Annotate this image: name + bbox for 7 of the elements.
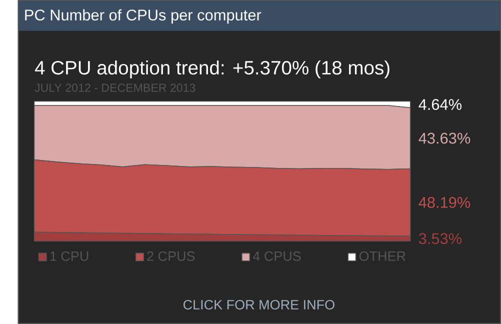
data-label: 3.53% [418, 233, 462, 244]
chart-subtitle: 4 CPU adoption trend: +5.370% (18 mos) [34, 60, 390, 78]
data-label: 4.64% [418, 99, 462, 110]
data-label: 48.19% [418, 196, 470, 208]
data-label: 43.63% [418, 132, 470, 144]
text: CLICK FOR MORE INFO [184, 300, 334, 310]
chart-title: PC Number of CPUs per computer [25, 9, 262, 24]
